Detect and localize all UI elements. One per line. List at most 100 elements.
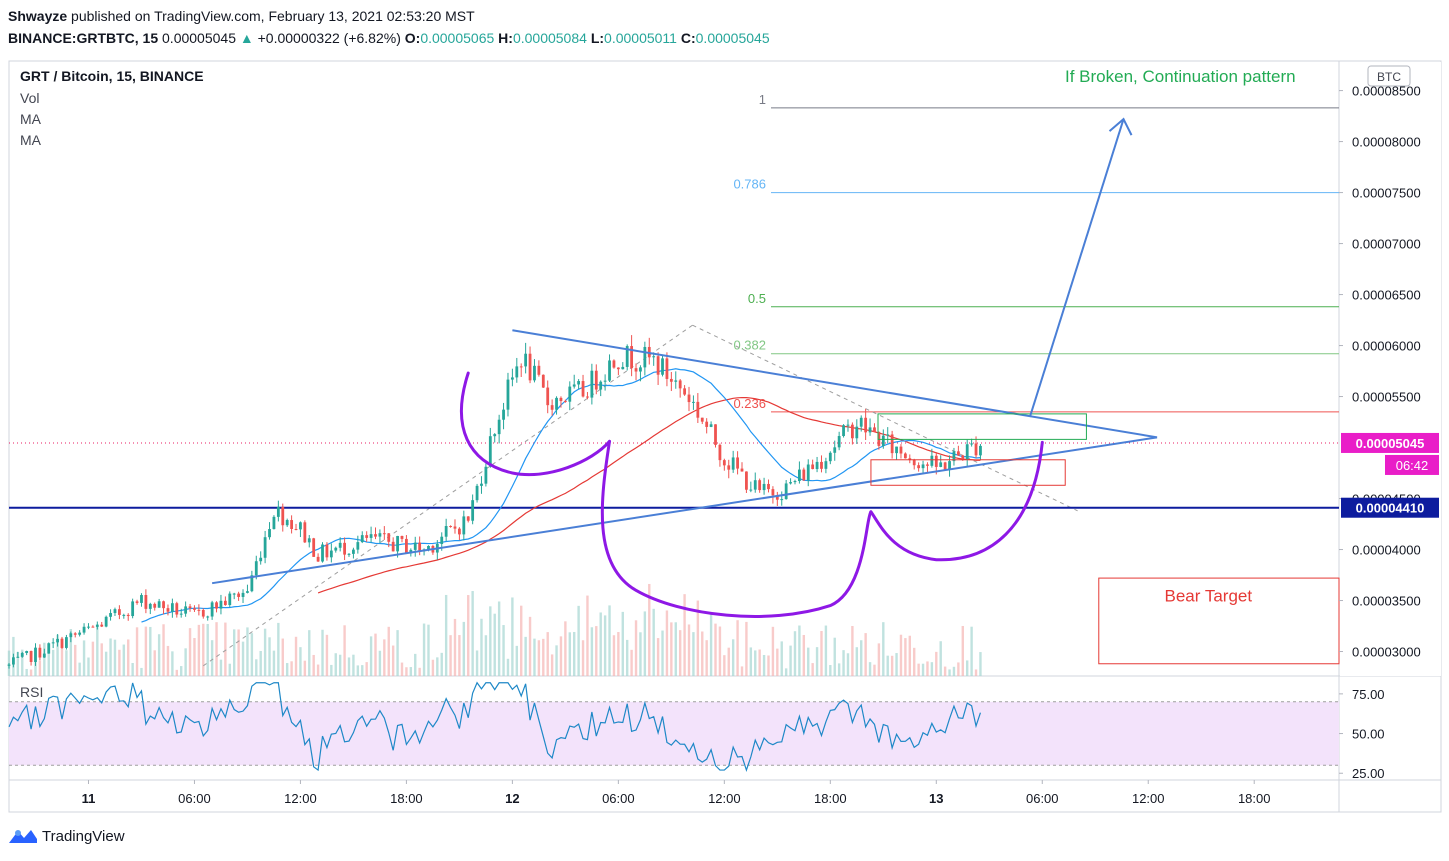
volume-bar [506, 658, 510, 676]
candle-body [170, 603, 174, 612]
candle-body [528, 353, 532, 381]
candle-body [387, 533, 391, 542]
candle-body [855, 426, 859, 439]
candle-body [193, 608, 196, 610]
volume-bar [427, 624, 430, 676]
candle-body [60, 638, 64, 648]
volume-bar [157, 634, 161, 676]
volume-bar [104, 651, 108, 676]
volume-bar [484, 635, 488, 676]
open-label: O: [404, 30, 421, 46]
volume-bar [815, 647, 819, 676]
breakout-arrow-head [1108, 117, 1133, 136]
footer-brand[interactable]: TradingView [8, 827, 125, 845]
volume-bar [961, 625, 964, 676]
price-tick-label: 0.00008500 [1352, 84, 1421, 99]
volume-bar [904, 638, 907, 676]
countdown-value: 06:42 [1396, 458, 1429, 473]
volume-bar [467, 595, 470, 676]
current-price-value: 0.00005045 [1356, 436, 1425, 451]
candle-body [241, 592, 245, 597]
candle-body [299, 522, 302, 530]
volume-bar [714, 623, 717, 676]
price-tick-label: 0.00003500 [1352, 594, 1421, 609]
lower-trendline [211, 436, 1158, 585]
candle-body [921, 464, 925, 469]
candle-body [493, 434, 497, 437]
volume-bar [436, 657, 439, 676]
volume-bar [325, 634, 329, 676]
candle-body [82, 626, 86, 633]
candle-body [378, 533, 382, 537]
candle-body [850, 424, 854, 439]
candle-body [444, 526, 448, 537]
candle-body [184, 606, 188, 614]
volume-bar [338, 654, 342, 676]
candle-body [912, 459, 916, 466]
tradingview-logo-icon [9, 830, 37, 843]
candle-body [312, 538, 316, 557]
candle-body [449, 526, 452, 528]
candle-body [122, 614, 126, 616]
volume-bar [171, 651, 174, 676]
volume-bar [758, 649, 761, 676]
volume-bar [255, 659, 258, 676]
candle-body [930, 455, 934, 466]
candle-body [674, 380, 678, 382]
volume-bar [559, 636, 563, 676]
volume-bar [497, 601, 501, 676]
volume-bar [648, 583, 651, 676]
rsi-band-fill [9, 701, 1339, 766]
candle-body [815, 461, 819, 470]
volume-bar [696, 600, 700, 676]
candle-body [581, 381, 585, 397]
volume-bar [656, 638, 660, 676]
candle-body [705, 421, 709, 427]
candle-body [722, 460, 726, 466]
candle-body [621, 366, 625, 370]
volume-bar [343, 625, 346, 676]
volume-bar [224, 622, 227, 676]
volume-bar [599, 612, 602, 676]
volume-bar [546, 632, 549, 676]
volume-bar [480, 618, 483, 676]
candle-body [215, 602, 218, 609]
volume-bar [387, 626, 390, 676]
candle-body [811, 464, 815, 470]
candle-body [382, 533, 386, 535]
volume-bar [272, 650, 276, 676]
volume-bar [122, 644, 126, 676]
rsi-tick-label: 50.00 [1352, 727, 1385, 742]
candle-body [197, 609, 201, 611]
volume-bar [939, 641, 942, 676]
candle-body [842, 425, 845, 437]
volume-bar [727, 647, 730, 676]
change-value: +0.00000322 (+6.82%) [257, 30, 401, 46]
candle-body [56, 638, 59, 643]
volume-bar [921, 663, 925, 676]
candle-body [285, 520, 289, 526]
candle-body [625, 346, 629, 367]
candle-body [201, 609, 205, 617]
volume-bar [687, 624, 691, 676]
volume-bar [352, 654, 355, 676]
price-tick-label: 0.00007500 [1352, 186, 1421, 201]
candle-body [665, 358, 669, 379]
candle-body [806, 464, 810, 481]
candle-body [714, 424, 717, 445]
close-value: 0.00005045 [695, 30, 770, 46]
candle-body [630, 346, 634, 369]
volume-bar [917, 663, 920, 676]
volume-bar [51, 649, 55, 676]
candle-body [590, 370, 594, 398]
candle-body [144, 595, 148, 609]
volume-bar [418, 667, 421, 676]
candle-body [325, 544, 329, 558]
volume-bar [550, 654, 554, 676]
fib-level-label: 0.382 [733, 338, 766, 353]
volume-bar [56, 634, 59, 676]
volume-bar [21, 649, 24, 676]
volume-bar [886, 655, 889, 676]
volume-bar [957, 662, 960, 676]
